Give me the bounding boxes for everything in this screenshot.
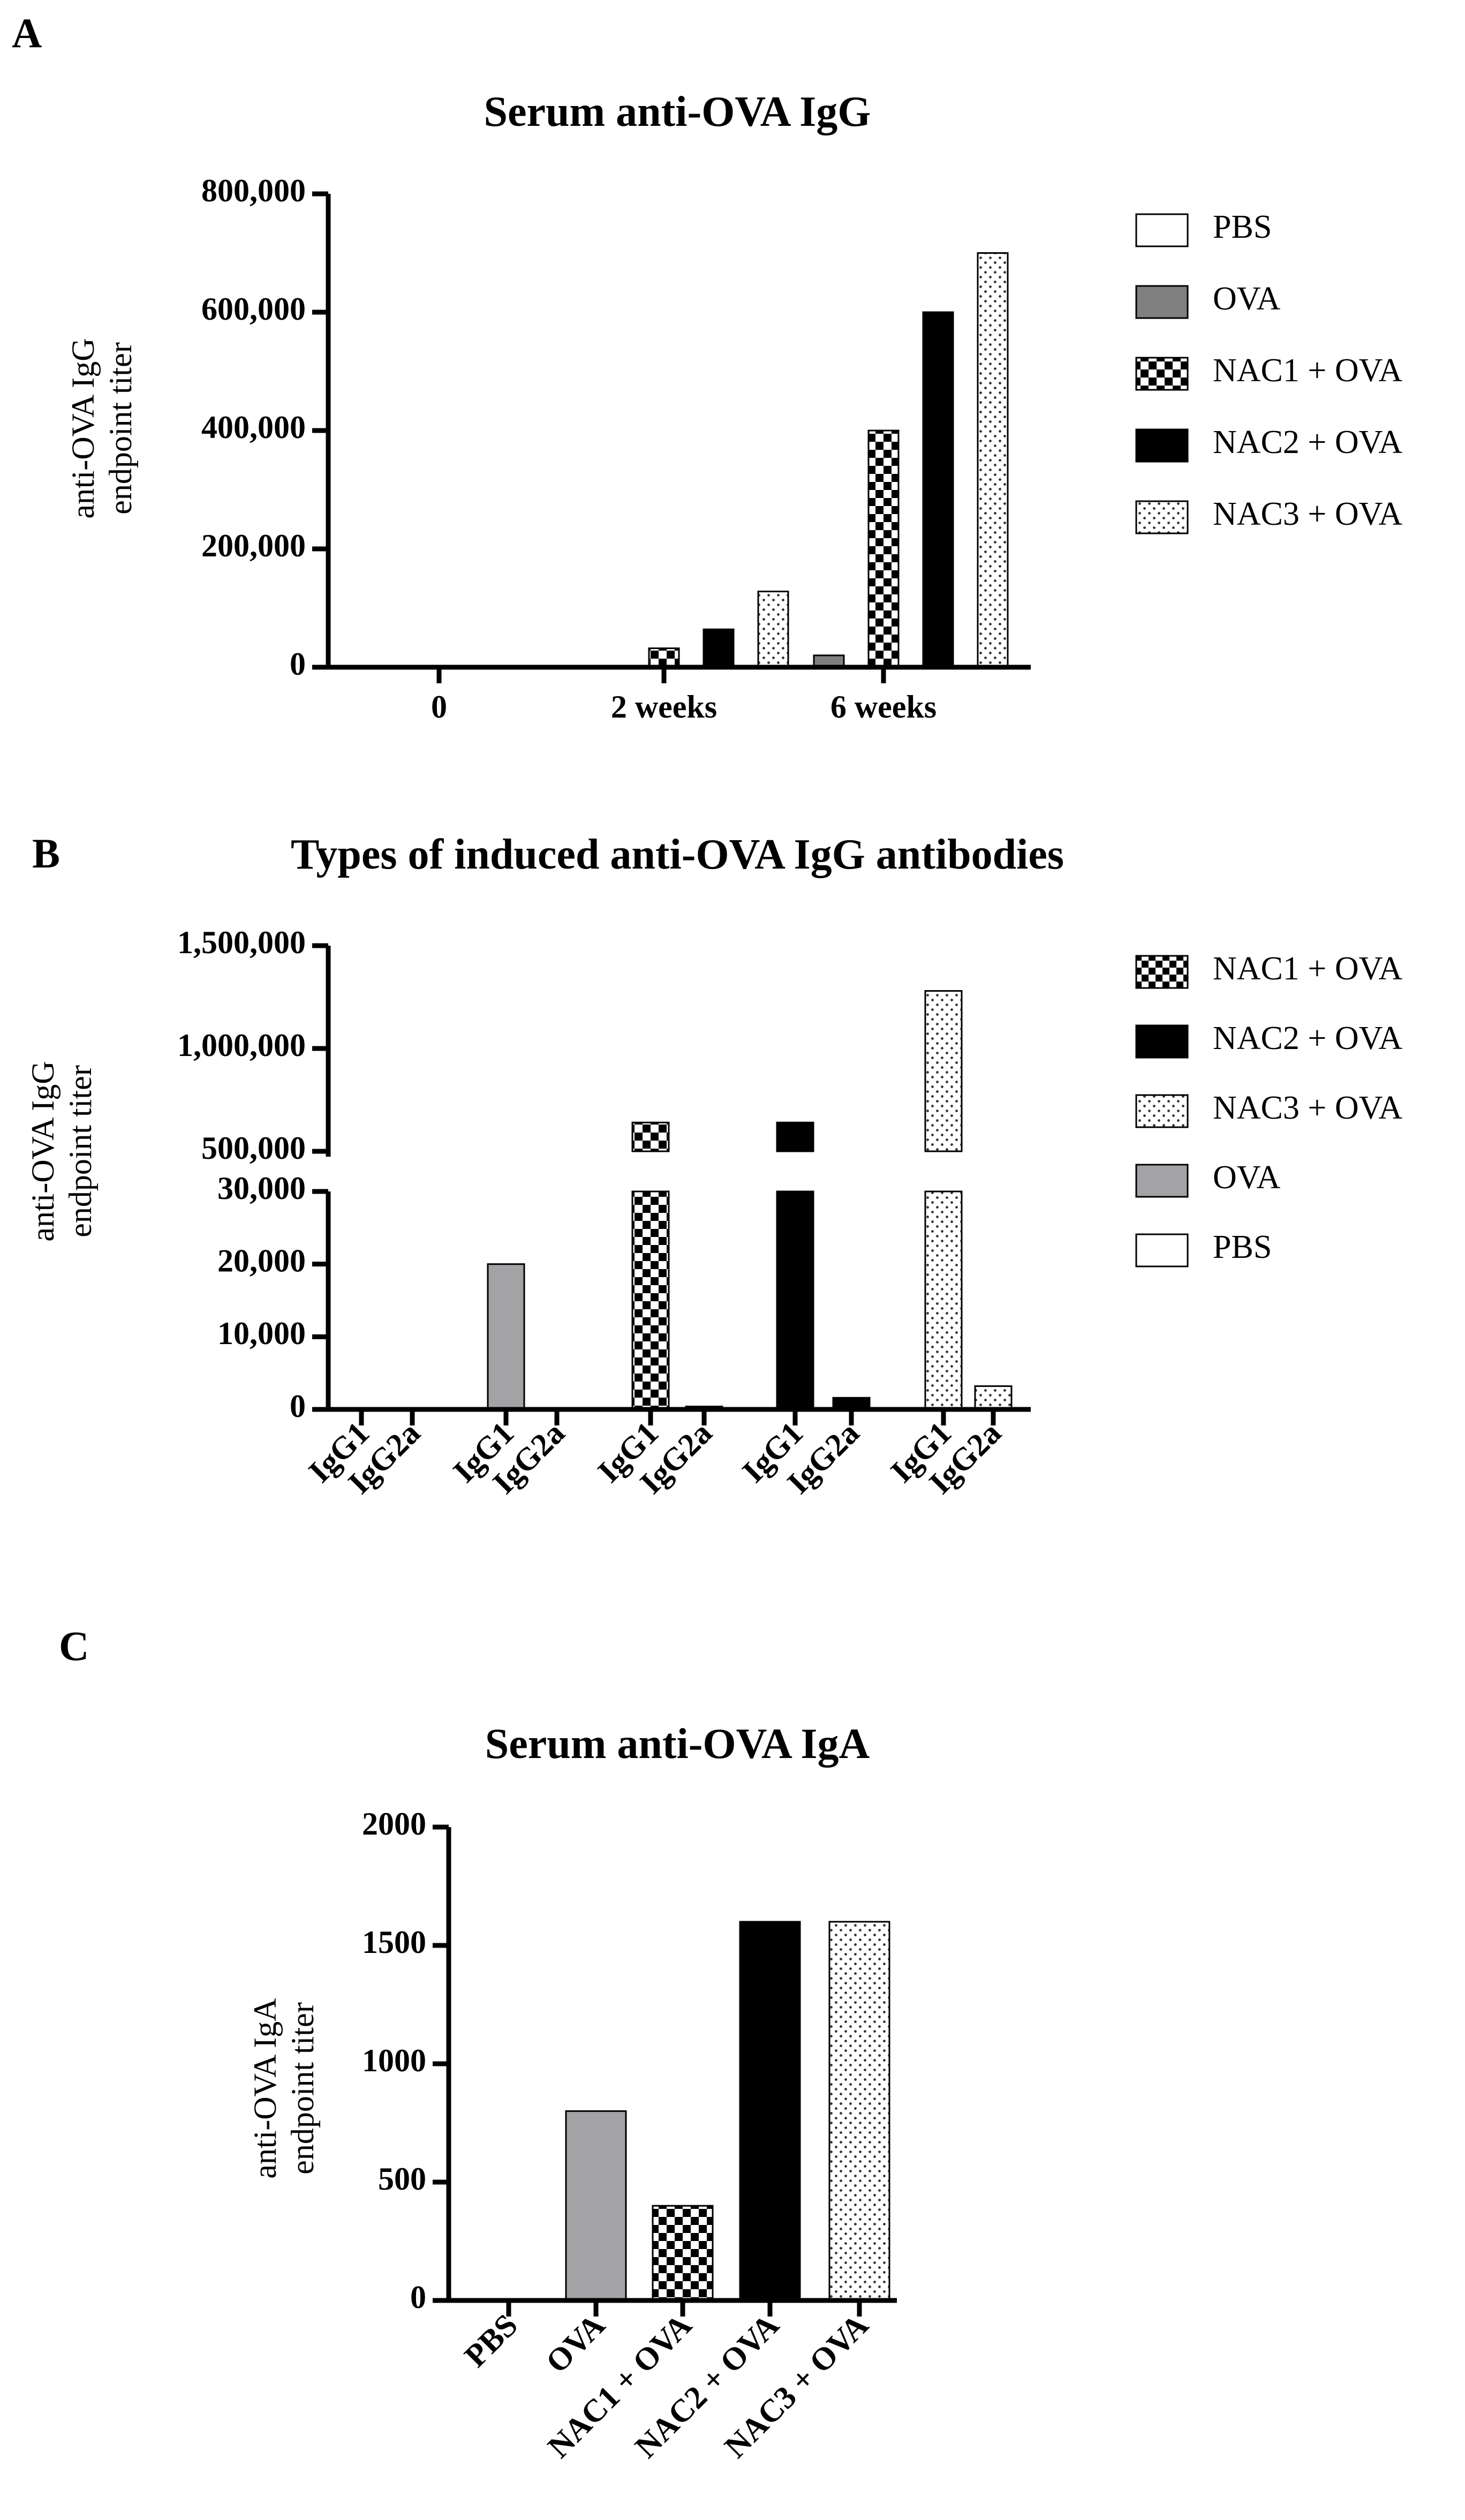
- chart-b-ylabel-line-1: anti-OVA IgG: [25, 1061, 61, 1241]
- chart-b-legend-swatch-nac3-ova: [1135, 1094, 1189, 1128]
- chart-b-legend-swatch-nac1-ova: [1135, 955, 1189, 989]
- chart-a-ylabel-line-2: endpoint titer: [103, 342, 138, 515]
- chart-a-bar-nac2-ova: [703, 628, 735, 668]
- chart-b-ytick-label: 1,000,000: [177, 1028, 306, 1063]
- chart-b-bar-nac2-ova-igg1: [776, 1190, 814, 1410]
- chart-c-ytick-label: 2000: [362, 1806, 426, 1842]
- chart-c-title: Serum anti-OVA IgA: [485, 1721, 870, 1768]
- chart-a-bars: [648, 252, 1009, 668]
- chart-b-legend-label: OVA: [1213, 1159, 1281, 1196]
- chart-c-ytick-label: 1000: [362, 2043, 426, 2078]
- chart-a-title: Serum anti-OVA IgG: [484, 88, 871, 135]
- chart-b-legend-swatch-ova: [1135, 1164, 1189, 1198]
- chart-a-bar-nac2-ova: [922, 311, 954, 668]
- chart-a-xtick-label: 0: [431, 689, 447, 725]
- chart-a-bar-nac1-ova: [867, 429, 900, 668]
- chart-b-ylabel-line-2: endpoint titer: [63, 1065, 98, 1238]
- chart-a-ytick-label: 200,000: [201, 528, 306, 563]
- chart-b-ylabel: anti-OVA IgG endpoint titer: [25, 1061, 98, 1241]
- chart-a-legend-swatch-nac2-ova: [1135, 428, 1189, 463]
- chart-a-legend-label: OVA: [1213, 281, 1281, 317]
- chart-a-legend-label: NAC2 + OVA: [1213, 424, 1402, 461]
- chart-c-axes: [446, 1827, 897, 2303]
- chart-c-ylabel: anti-OVA IgA endpoint titer: [247, 1998, 320, 2178]
- chart-a-legend-label: NAC3 + OVA: [1213, 496, 1402, 532]
- panel-letter-a: A: [12, 10, 42, 56]
- chart-b-ytick-label: 30,000: [217, 1171, 306, 1206]
- chart-c-bar-nac3-ova: [828, 1921, 890, 2302]
- chart-a-bar-nac3-ova: [757, 591, 789, 668]
- chart-a-bar-nac3-ova: [977, 252, 1009, 668]
- chart-b-bar-nac3-ova-igg1: [924, 1190, 963, 1410]
- chart-b-legend-label: NAC2 + OVA: [1213, 1020, 1402, 1057]
- chart-a-ytick-label: 400,000: [201, 410, 306, 445]
- chart-b-legend: NAC1 + OVA NAC2 + OVA NAC3 + OVA OVA PBS: [1135, 950, 1402, 1267]
- chart-a-ytick-label: 800,000: [201, 173, 306, 208]
- panel-c: C Serum anti-OVA IgA anti-OVA IgA endpoi…: [59, 1623, 897, 2465]
- chart-a-xtick-label: 6 weeks: [830, 689, 937, 725]
- chart-b-bar-nac1-ova-igg1-upper: [631, 1121, 670, 1152]
- panel-b: B Types of induced anti-OVA IgG antibodi…: [25, 830, 1402, 1500]
- chart-c-ytick-label: 1500: [362, 1925, 426, 1960]
- chart-b-ytick-label: 10,000: [217, 1316, 306, 1351]
- chart-a-y-ticks: 800,000 600,000 400,000 200,000 0: [201, 173, 328, 682]
- chart-c-ytick-label: 0: [410, 2280, 426, 2315]
- chart-c-y-ticks: 2000 1500 1000 500 0: [362, 1806, 449, 2315]
- chart-c-ylabel-line-1: anti-OVA IgA: [247, 1998, 283, 2178]
- chart-a-xtick-label: 2 weeks: [611, 689, 717, 725]
- chart-b-bar-ova-igg1: [487, 1263, 525, 1410]
- chart-b-ytick-label: 0: [290, 1389, 306, 1424]
- chart-a-legend-swatch-ova: [1135, 285, 1189, 319]
- chart-c-bars: [565, 1921, 890, 2302]
- chart-c-bar-ova: [565, 2110, 627, 2302]
- chart-b-title: Types of induced anti-OVA IgG antibodies: [291, 831, 1064, 878]
- chart-b-legend-label: PBS: [1213, 1229, 1272, 1265]
- chart-c-xtick-label: PBS: [458, 2307, 524, 2374]
- chart-a-ylabel: anti-OVA IgG endpoint titer: [65, 338, 138, 518]
- chart-a-legend-swatch-pbs: [1135, 213, 1189, 247]
- chart-c-bar-nac2-ova: [739, 1921, 801, 2302]
- chart-c-ylabel-line-2: endpoint titer: [285, 2002, 320, 2175]
- chart-a-ytick-label: 0: [290, 646, 306, 682]
- chart-b-bar-nac1-ova-igg1: [631, 1190, 670, 1410]
- chart-b-bars: [487, 990, 1013, 1410]
- panel-letter-c: C: [59, 1623, 89, 1669]
- chart-a-x-labels: 0 2 weeks 6 weeks: [431, 667, 937, 725]
- chart-a-legend-label: NAC1 + OVA: [1213, 352, 1402, 389]
- chart-a-legend-swatch-nac1-ova: [1135, 357, 1189, 391]
- chart-b-legend-label: NAC3 + OVA: [1213, 1090, 1402, 1126]
- chart-b-lower-axis: [326, 1191, 1031, 1412]
- chart-c-xtick-label: OVA: [539, 2307, 611, 2380]
- chart-c-bar-nac1-ova: [652, 2205, 714, 2302]
- chart-b-bar-nac3-ova-igg2a: [974, 1385, 1013, 1410]
- chart-b-ytick-label: 1,500,000: [177, 925, 306, 960]
- chart-a-legend-label: PBS: [1213, 209, 1272, 245]
- chart-a-ylabel-line-1: anti-OVA IgG: [65, 338, 101, 518]
- panel-a: A Serum anti-OVA IgG anti-OVA IgG endpoi…: [12, 10, 1402, 725]
- chart-b-ytick-label: 500,000: [201, 1130, 306, 1166]
- chart-a-ytick-label: 600,000: [201, 291, 306, 327]
- panel-letter-b: B: [32, 830, 60, 877]
- chart-a-legend-swatch-nac3-ova: [1135, 500, 1189, 534]
- chart-c-ytick-label: 500: [378, 2161, 426, 2197]
- chart-b-bar-nac3-ova-igg1-upper: [924, 990, 963, 1152]
- chart-b-y-ticks: 1,500,000 1,000,000 500,000 30,000 20,000 10,…: [177, 925, 328, 1424]
- chart-a-axes: [326, 194, 1031, 670]
- chart-a-bar-nac1-ova: [648, 647, 680, 668]
- chart-b-bar-nac2-ova-igg1-upper: [776, 1121, 814, 1152]
- chart-b-legend-swatch-nac2-ova: [1135, 1024, 1189, 1059]
- chart-b-ytick-label: 20,000: [217, 1243, 306, 1278]
- chart-b-legend-swatch-pbs: [1135, 1233, 1189, 1267]
- chart-b-legend-label: NAC1 + OVA: [1213, 950, 1402, 987]
- chart-a-legend: PBS OVA NAC1 + OVA NAC2 + OVA NAC3 + OVA: [1135, 209, 1402, 534]
